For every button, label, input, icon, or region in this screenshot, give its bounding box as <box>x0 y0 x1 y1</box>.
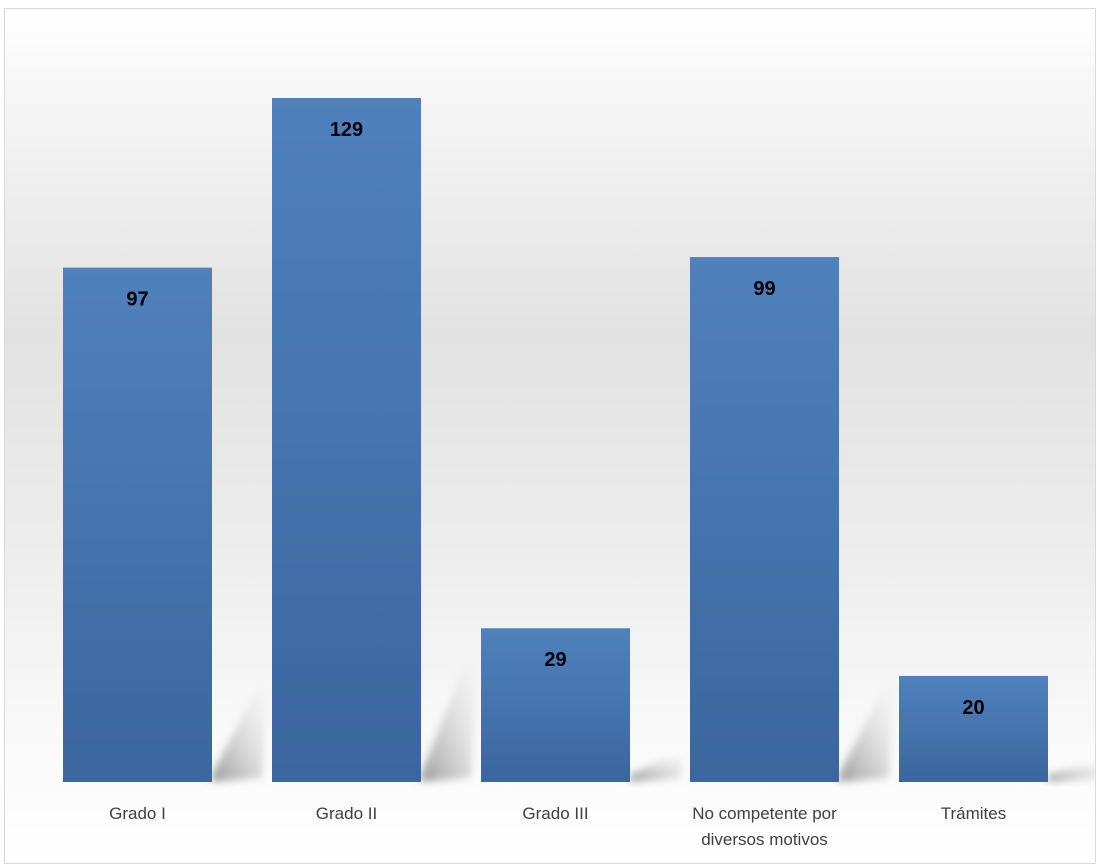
bar-shadow <box>630 754 685 782</box>
category-labels: Grado I Grado II Grado III No competente po… <box>109 804 1006 849</box>
x-tick-label: Grado II <box>316 804 377 823</box>
data-label: 29 <box>544 649 566 671</box>
bar <box>272 98 421 782</box>
x-tick-label: No competente por diversos motivos <box>692 804 837 849</box>
bar-shadow <box>421 662 476 782</box>
x-tick-label: Grado III <box>522 804 588 823</box>
bar <box>63 267 212 782</box>
bar-chart: 97 129 29 99 20 Grado I Grado II Grado III No c… <box>63 98 1095 849</box>
data-label: 97 <box>126 289 148 311</box>
data-label: 20 <box>962 697 984 719</box>
x-tick-label: Grado I <box>109 804 166 823</box>
bar <box>899 675 1048 782</box>
bar <box>690 257 839 782</box>
bar-shadow <box>839 687 894 782</box>
bar-shadow <box>1048 762 1095 782</box>
bars <box>63 98 1048 782</box>
bar-shadows <box>212 662 1095 782</box>
bar-shadow <box>212 689 267 782</box>
x-tick-label: Trámites <box>941 804 1007 823</box>
data-label: 99 <box>753 278 775 300</box>
bar <box>481 628 630 782</box>
value-labels: 97 129 29 99 20 <box>126 119 984 719</box>
chart-frame: 97 129 29 99 20 Grado I Grado II Grado III No c… <box>4 8 1096 864</box>
data-label: 129 <box>330 119 363 141</box>
